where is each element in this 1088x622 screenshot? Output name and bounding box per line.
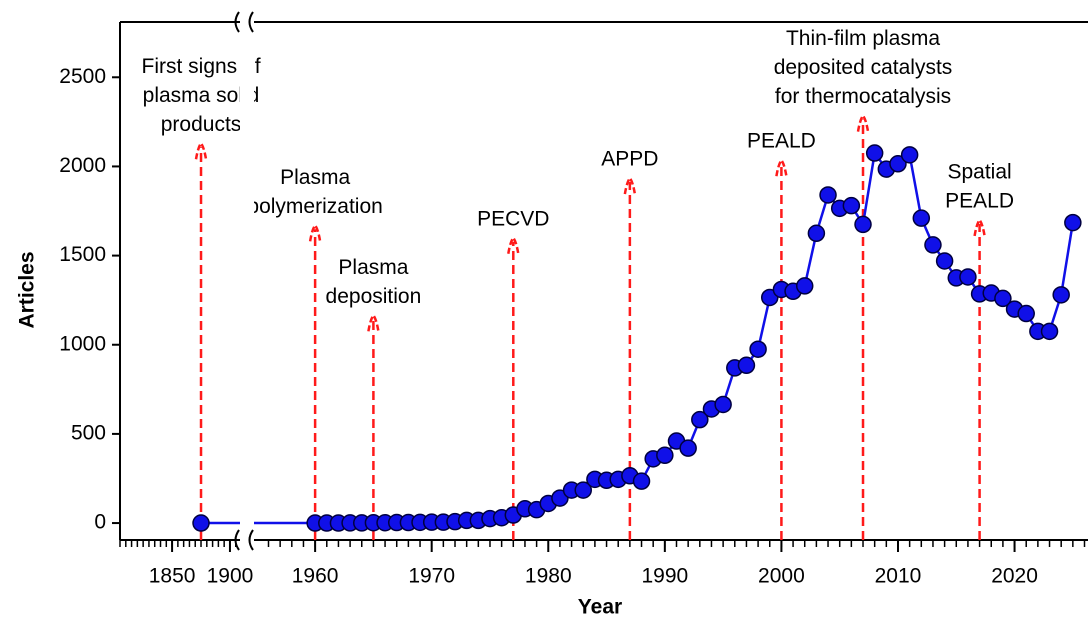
axis-break-mark: [248, 529, 254, 551]
x-tick-label: 2020: [991, 565, 1038, 588]
data-point: [192, 514, 210, 532]
arrow-head: [973, 217, 986, 237]
axis-break-gap: [240, 16, 254, 554]
axis-break-mark: [234, 11, 240, 33]
arrow-head: [856, 113, 870, 132]
x-axis-title: Year: [578, 596, 622, 619]
y-tick-label: 500: [71, 421, 106, 444]
annotation-label: deposition: [326, 285, 422, 308]
data-point: [865, 144, 884, 162]
data-point: [749, 340, 767, 358]
annotation-label: Spatial: [947, 160, 1011, 183]
data-point: [854, 215, 872, 234]
x-tick-label: 1970: [408, 565, 455, 588]
x-tick-label: 1960: [292, 565, 339, 588]
data-point: [574, 481, 592, 499]
data-point: [1040, 322, 1059, 341]
y-tick-label: 2500: [59, 65, 106, 88]
x-tick-label: 1900: [207, 565, 254, 588]
x-tick-label: 1850: [149, 565, 196, 588]
y-tick-label: 0: [94, 511, 106, 534]
data-point: [807, 224, 826, 243]
annotation-label: Plasma: [280, 166, 350, 189]
data-point: [900, 146, 919, 164]
data-point: [714, 395, 732, 414]
y-tick-label: 1500: [59, 243, 106, 266]
data-point: [1064, 213, 1082, 232]
data-point: [737, 356, 756, 375]
y-axis-title: Articles: [16, 251, 39, 328]
y-tick-label: 2000: [59, 154, 106, 177]
arrow-head: [623, 175, 637, 195]
data-point: [795, 277, 814, 295]
annotation-label: deposited catalysts: [774, 56, 953, 79]
data-point: [959, 268, 977, 286]
axis-break-mark: [234, 529, 240, 551]
data-point: [691, 410, 709, 429]
annotation-label: Plasma: [338, 256, 408, 279]
annotation-label: PEALD: [747, 130, 816, 153]
data-point: [842, 196, 861, 215]
x-tick-label: 2000: [758, 565, 805, 588]
x-tick-label: 1990: [641, 565, 688, 588]
data-point: [656, 446, 674, 465]
arrow-head: [194, 141, 208, 160]
annotation-label: PEALD: [945, 189, 1014, 212]
data-point: [679, 439, 697, 457]
data-point: [1017, 304, 1035, 323]
x-tick-label: 1980: [525, 565, 572, 588]
x-tick-label: 2010: [875, 565, 922, 588]
data-point: [889, 155, 907, 173]
arrow-head: [308, 223, 322, 242]
data-point: [819, 186, 837, 204]
data-point: [935, 252, 954, 270]
annotation-label: products: [161, 113, 242, 136]
annotation-label: PECVD: [477, 207, 549, 230]
annotation-label: Thin-film plasma: [786, 27, 940, 50]
arrow-head: [367, 313, 380, 332]
data-point: [1052, 286, 1070, 304]
y-tick-label: 1000: [59, 332, 106, 355]
data-point: [924, 236, 942, 254]
arrow-head: [507, 235, 520, 254]
annotation-label: for thermocatalysis: [775, 85, 951, 108]
data-point: [994, 289, 1012, 308]
arrow-head: [775, 158, 788, 177]
annotation-label: APPD: [601, 148, 658, 171]
annotation-label: plasma solid: [143, 84, 260, 107]
annotation-label: polymerization: [247, 195, 382, 218]
annotation-label: First signs of: [142, 55, 261, 78]
axis-break-mark: [248, 11, 254, 33]
data-point: [632, 472, 651, 490]
data-point: [912, 209, 931, 227]
